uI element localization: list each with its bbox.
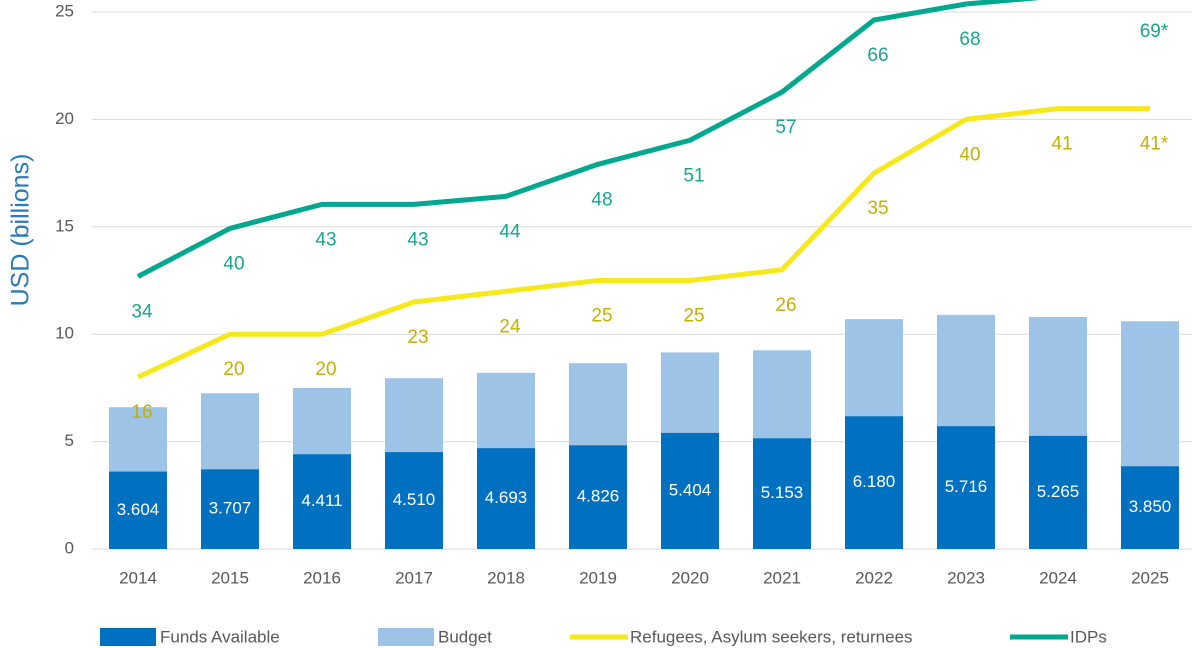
bar [385, 452, 443, 549]
line-value-label: 24 [499, 316, 521, 337]
line-value-label: 23 [407, 327, 428, 348]
line-value-label: 51 [683, 165, 704, 186]
bar-value-label: 5.716 [945, 477, 988, 496]
x-tick-label: 2021 [763, 568, 801, 587]
bar [1121, 466, 1179, 549]
legend-label: IDPs [1070, 627, 1107, 646]
y-tick-label: 10 [55, 324, 74, 343]
bar-value-label: 6.180 [853, 472, 896, 491]
line-value-label: 16 [131, 402, 152, 423]
x-tick-label: 2017 [395, 568, 433, 587]
y-axis-label: USD (billions) [7, 154, 35, 307]
line-value-label: 69* [1140, 21, 1169, 42]
bar-value-label: 4.510 [393, 490, 436, 509]
x-tick-label: 2015 [211, 568, 249, 587]
x-tick-label: 2022 [855, 568, 893, 587]
bar [477, 448, 535, 549]
line-value-label: 43 [315, 229, 336, 250]
line-value-label: 20 [223, 359, 244, 380]
y-tick-label: 0 [65, 538, 74, 557]
line-value-label: 57 [775, 117, 796, 138]
bar [753, 438, 811, 549]
legend-swatch [100, 628, 156, 646]
bar [109, 471, 167, 549]
x-tick-label: 2019 [579, 568, 617, 587]
legend-label: Refugees, Asylum seekers, returnees [630, 627, 913, 646]
line-value-label: 68 [959, 29, 980, 50]
line-value-label: 66 [867, 45, 888, 66]
line-series [136, 0, 1041, 279]
bar [661, 432, 719, 549]
legend-label: Funds Available [160, 627, 280, 646]
bar-value-label: 3.604 [117, 500, 160, 519]
bar [201, 469, 259, 549]
y-tick-label: 15 [55, 216, 74, 235]
bar [293, 454, 351, 549]
bar-value-label: 5.404 [669, 480, 712, 499]
bar [937, 426, 995, 549]
line-value-label: 40 [959, 144, 980, 165]
bar-value-label: 4.411 [301, 491, 342, 510]
bar-value-label: 3.707 [209, 499, 252, 518]
line-value-label: 41* [1140, 134, 1169, 155]
line-value-label: 41 [1051, 134, 1072, 155]
line-value-label: 26 [775, 295, 796, 316]
x-tick-label: 2024 [1039, 568, 1077, 587]
line-value-label: 35 [867, 198, 888, 219]
bar [1029, 435, 1087, 549]
bar-value-label: 3.850 [1129, 497, 1172, 516]
y-tick-label: 20 [55, 109, 74, 128]
legend-label: Budget [438, 627, 492, 646]
bar-value-label: 4.826 [577, 487, 620, 506]
x-tick-label: 2016 [303, 568, 341, 587]
bar-value-label: 5.153 [761, 483, 804, 502]
line-value-label: 44 [499, 221, 521, 242]
x-tick-label: 2014 [119, 568, 157, 587]
y-tick-label: 5 [65, 431, 74, 450]
line-value-label: 25 [591, 306, 612, 327]
y-tick-label: 25 [55, 1, 74, 20]
x-tick-label: 2025 [1131, 568, 1169, 587]
bar [845, 416, 903, 549]
line-value-label: 34 [131, 302, 153, 323]
bar [569, 445, 627, 549]
legend-swatch [378, 628, 434, 646]
line-value-label: 48 [591, 189, 612, 210]
line-value-label: 43 [407, 229, 428, 250]
bar-value-label: 5.265 [1037, 482, 1080, 501]
line-value-label: 20 [315, 359, 336, 380]
bar-value-label: 4.693 [485, 488, 528, 507]
line-value-label: 40 [223, 253, 244, 274]
x-tick-label: 2018 [487, 568, 525, 587]
line-value-label: 25 [683, 306, 704, 327]
x-tick-label: 2023 [947, 568, 985, 587]
x-tick-label: 2020 [671, 568, 709, 587]
line-series [136, 106, 1150, 380]
